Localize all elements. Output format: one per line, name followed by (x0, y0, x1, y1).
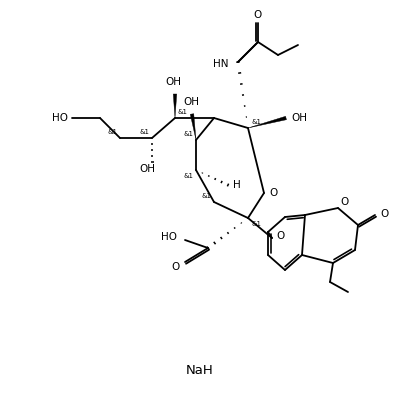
Text: O: O (380, 209, 388, 219)
Polygon shape (173, 94, 177, 118)
Text: H: H (233, 180, 241, 190)
Text: &1: &1 (202, 193, 212, 199)
Text: &1: &1 (251, 221, 261, 227)
Text: &1: &1 (184, 173, 194, 179)
Polygon shape (190, 114, 196, 140)
Text: OH: OH (183, 97, 199, 107)
Text: HN: HN (212, 59, 228, 69)
Text: &1: &1 (251, 119, 261, 125)
Text: O: O (269, 188, 277, 198)
Text: OH: OH (139, 164, 155, 174)
Text: HO: HO (161, 232, 177, 242)
Text: O: O (172, 262, 180, 272)
Text: HO: HO (52, 113, 68, 123)
Text: &1: &1 (108, 129, 118, 135)
Text: O: O (340, 197, 348, 207)
Text: &1: &1 (178, 109, 188, 115)
Text: OH: OH (165, 77, 181, 87)
Text: O: O (253, 10, 261, 20)
Text: NaH: NaH (186, 364, 214, 377)
Text: &1: &1 (140, 129, 150, 135)
Text: O: O (276, 231, 284, 241)
Text: &1: &1 (184, 131, 194, 137)
Polygon shape (248, 116, 287, 128)
Text: OH: OH (291, 113, 307, 123)
